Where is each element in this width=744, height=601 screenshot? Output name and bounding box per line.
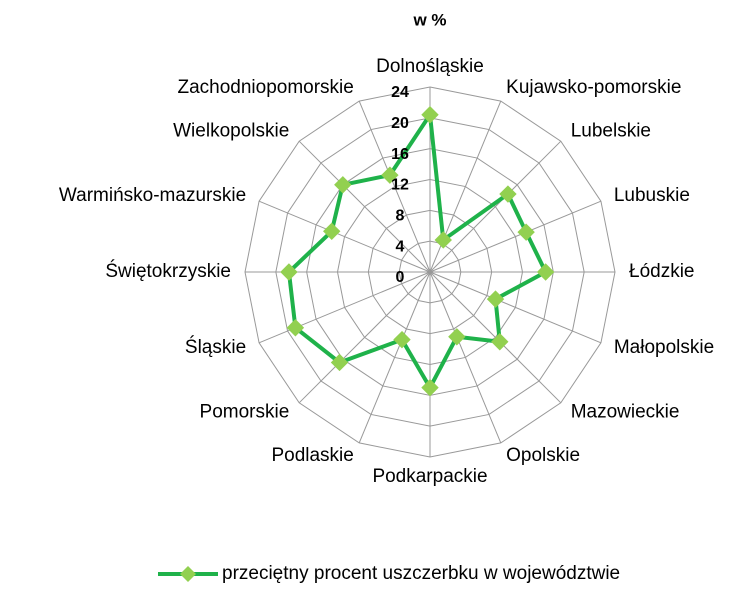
axis-spoke: [358, 271, 431, 444]
axis-spoke: [429, 271, 502, 444]
marker: [486, 290, 505, 308]
category-label: Łódzkie: [629, 261, 695, 282]
axis-spoke: [358, 100, 431, 273]
marker: [517, 223, 535, 241]
category-label: Warmińsko-mazurskie: [59, 185, 246, 206]
category-label: Małopolskie: [614, 337, 714, 358]
tick tick-label: 12: [391, 177, 409, 194]
marker: [381, 166, 399, 184]
marker: [280, 263, 298, 281]
marker: [421, 106, 439, 124]
category-label: Kujawsko-pomorskie: [506, 77, 681, 98]
axis-spoke: [429, 100, 502, 273]
axis-spoke: [429, 271, 602, 344]
legend-marker: [180, 566, 196, 582]
tick tick-label: 16: [391, 146, 409, 163]
marker: [434, 231, 452, 249]
category-label: Podlaskie: [271, 445, 353, 466]
axis-spoke: [298, 140, 431, 273]
axis-spoke: [429, 200, 602, 273]
marker: [286, 319, 305, 337]
tick tick-label: 20: [391, 115, 409, 132]
category-label: Lubelskie: [571, 120, 651, 141]
marker: [421, 378, 439, 397]
marker: [448, 328, 466, 346]
legend-label: przeciętny procent uszczerbku w wojewódz…: [222, 563, 620, 584]
marker: [323, 222, 341, 240]
category-label: Mazowieckie: [571, 402, 680, 423]
category-label: Lubuskie: [614, 185, 690, 206]
category-label: Opolskie: [506, 445, 580, 466]
category-label: Podkarpackie: [372, 466, 487, 487]
marker: [330, 353, 349, 372]
axis-spoke: [298, 271, 431, 404]
category-label: Pomorskie: [200, 402, 290, 423]
axis-spoke: [429, 140, 562, 273]
axis-spoke: [258, 200, 431, 273]
tick tick-label: 24: [391, 84, 409, 101]
series-line: [286, 109, 549, 392]
category-label: Dolnośląskie: [376, 56, 484, 77]
marker: [536, 263, 555, 281]
marker: [334, 176, 352, 194]
axis-spoke: [258, 271, 431, 344]
tick tick-label: 0: [396, 269, 405, 286]
category-label: Wielkopolskie: [173, 120, 289, 141]
category-label: Zachodniopomorskie: [177, 77, 353, 98]
axis-spoke: [429, 271, 562, 404]
marker: [393, 330, 411, 349]
tick tick-label: 4: [396, 238, 405, 255]
category-label: Śląskie: [185, 336, 246, 358]
marker: [491, 333, 509, 351]
chart-title: w %: [412, 10, 446, 29]
tick tick-label: 8: [396, 208, 405, 225]
marker: [499, 185, 517, 203]
category-label: Świętokrzyskie: [105, 260, 231, 282]
